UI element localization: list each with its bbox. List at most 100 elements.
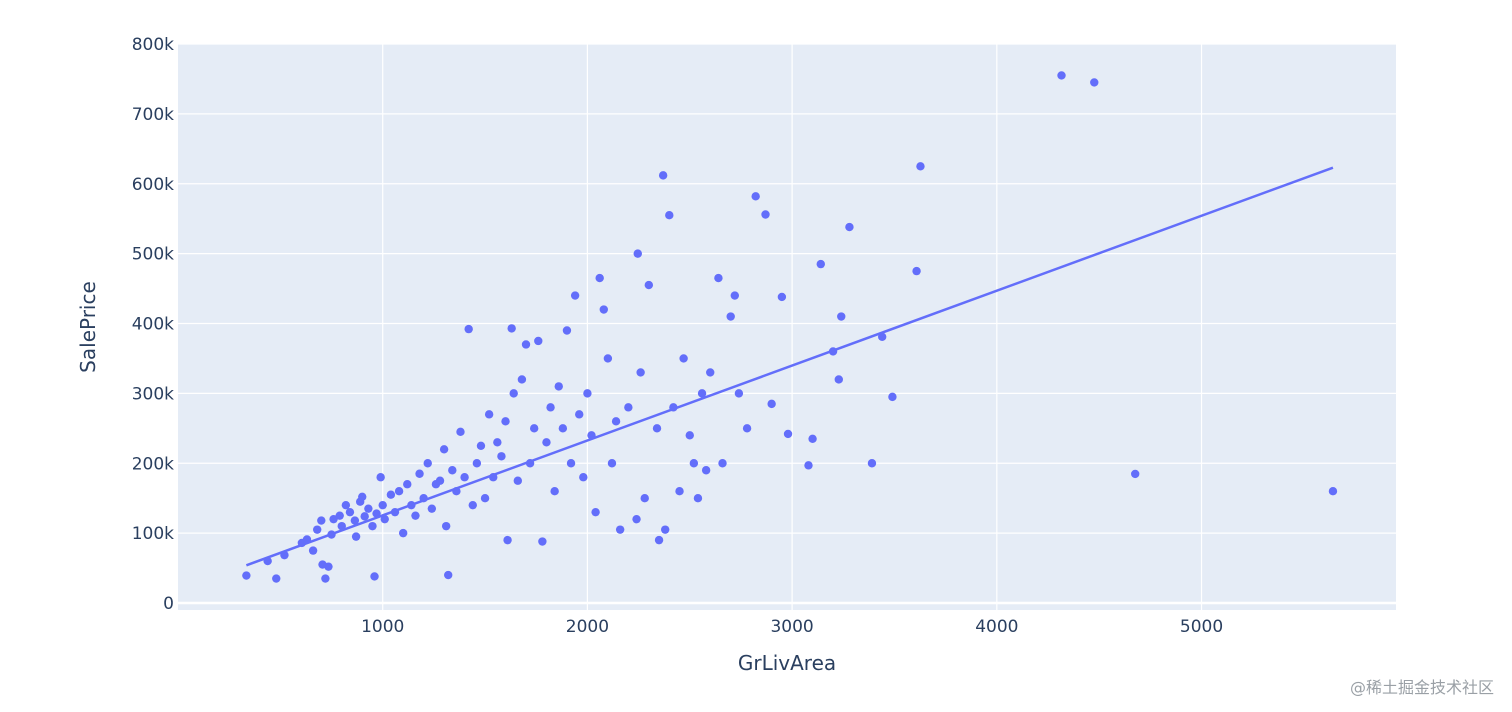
data-point [513,476,523,485]
data-point [501,417,510,426]
data-point [439,445,449,454]
data-point [570,291,580,300]
data-point [415,469,424,478]
data-point [632,514,641,524]
data-point [816,259,825,269]
data-point [1131,469,1140,479]
data-point [538,537,547,546]
data-point [767,399,776,409]
data-point [640,493,649,503]
data-point [517,375,527,384]
data-point [345,507,355,517]
x-tick-label: 4000 [975,617,1018,637]
data-point [341,500,351,510]
data-point [546,403,555,412]
data-point [888,392,897,402]
data-point [484,410,494,419]
data-point [804,461,813,470]
data-point [575,410,584,419]
data-point [624,403,633,412]
data-point [476,441,486,450]
data-point [456,427,465,437]
data-point [607,459,617,468]
data-point [611,417,621,426]
y-tick-label: 600k [132,175,174,195]
data-point [497,452,506,461]
data-point [435,476,445,485]
data-point [427,504,437,513]
data-point [783,429,793,439]
data-point [360,512,369,521]
data-point [558,424,568,433]
data-point [242,571,251,580]
data-point [550,487,559,496]
data-point [603,354,613,363]
data-point [644,280,654,290]
data-point [358,492,367,501]
data-point [272,574,281,583]
y-tick-label: 300k [132,384,174,404]
data-point [701,466,711,475]
data-point [658,171,668,180]
data-point [1328,487,1338,496]
y-tick-label: 500k [132,245,174,265]
data-point [378,500,387,510]
data-point [661,525,670,534]
y-tick-label: 100k [132,524,174,544]
data-point [1057,71,1066,80]
data-point [441,521,451,531]
data-point [329,514,338,524]
data-point [403,480,412,489]
y-tick-label: 800k [132,35,174,55]
data-point [1090,78,1099,87]
data-point [529,424,539,433]
data-point [444,570,453,580]
data-point [837,312,846,321]
data-point [599,305,608,314]
y-axis-ticks: 0 100k 200k 300k 400k 500k 600k 700k 800k [132,35,174,614]
y-axis-title: SalePrice [76,281,100,373]
data-point [867,459,877,468]
y-tick-label: 400k [132,315,174,335]
data-point [714,273,723,283]
trendline [245,166,1334,567]
data-point [916,162,925,171]
data-point [351,532,361,541]
data-point [554,382,563,391]
data-point [912,266,921,276]
data-point [636,368,645,377]
data-point [542,438,551,447]
data-point [718,459,727,468]
data-point [317,516,326,525]
data-point [411,511,420,520]
data-point [507,324,516,333]
data-point [706,368,715,377]
data-point [679,354,688,363]
data-point [386,490,396,499]
data-point [665,210,674,220]
data-point [685,431,694,440]
x-tick-label: 2000 [566,617,609,637]
data-point [654,535,664,545]
data-point [468,500,477,510]
data-point [308,546,318,555]
data-point [364,504,373,513]
data-point [313,525,322,534]
data-point [566,459,576,468]
x-axis-ticks: 1000 2000 3000 4000 5000 [361,617,1223,637]
data-point [464,324,473,334]
data-point [380,514,389,524]
data-point [730,291,739,300]
data-point [726,312,735,321]
data-point [652,424,662,433]
data-point [808,434,817,444]
data-point [697,389,707,398]
data-point [689,459,699,468]
gridlines [178,43,1396,610]
x-tick-label: 1000 [361,617,404,637]
data-point [579,473,588,482]
x-tick-label: 5000 [1180,617,1223,637]
data-point [834,375,843,384]
data-point [761,210,770,219]
